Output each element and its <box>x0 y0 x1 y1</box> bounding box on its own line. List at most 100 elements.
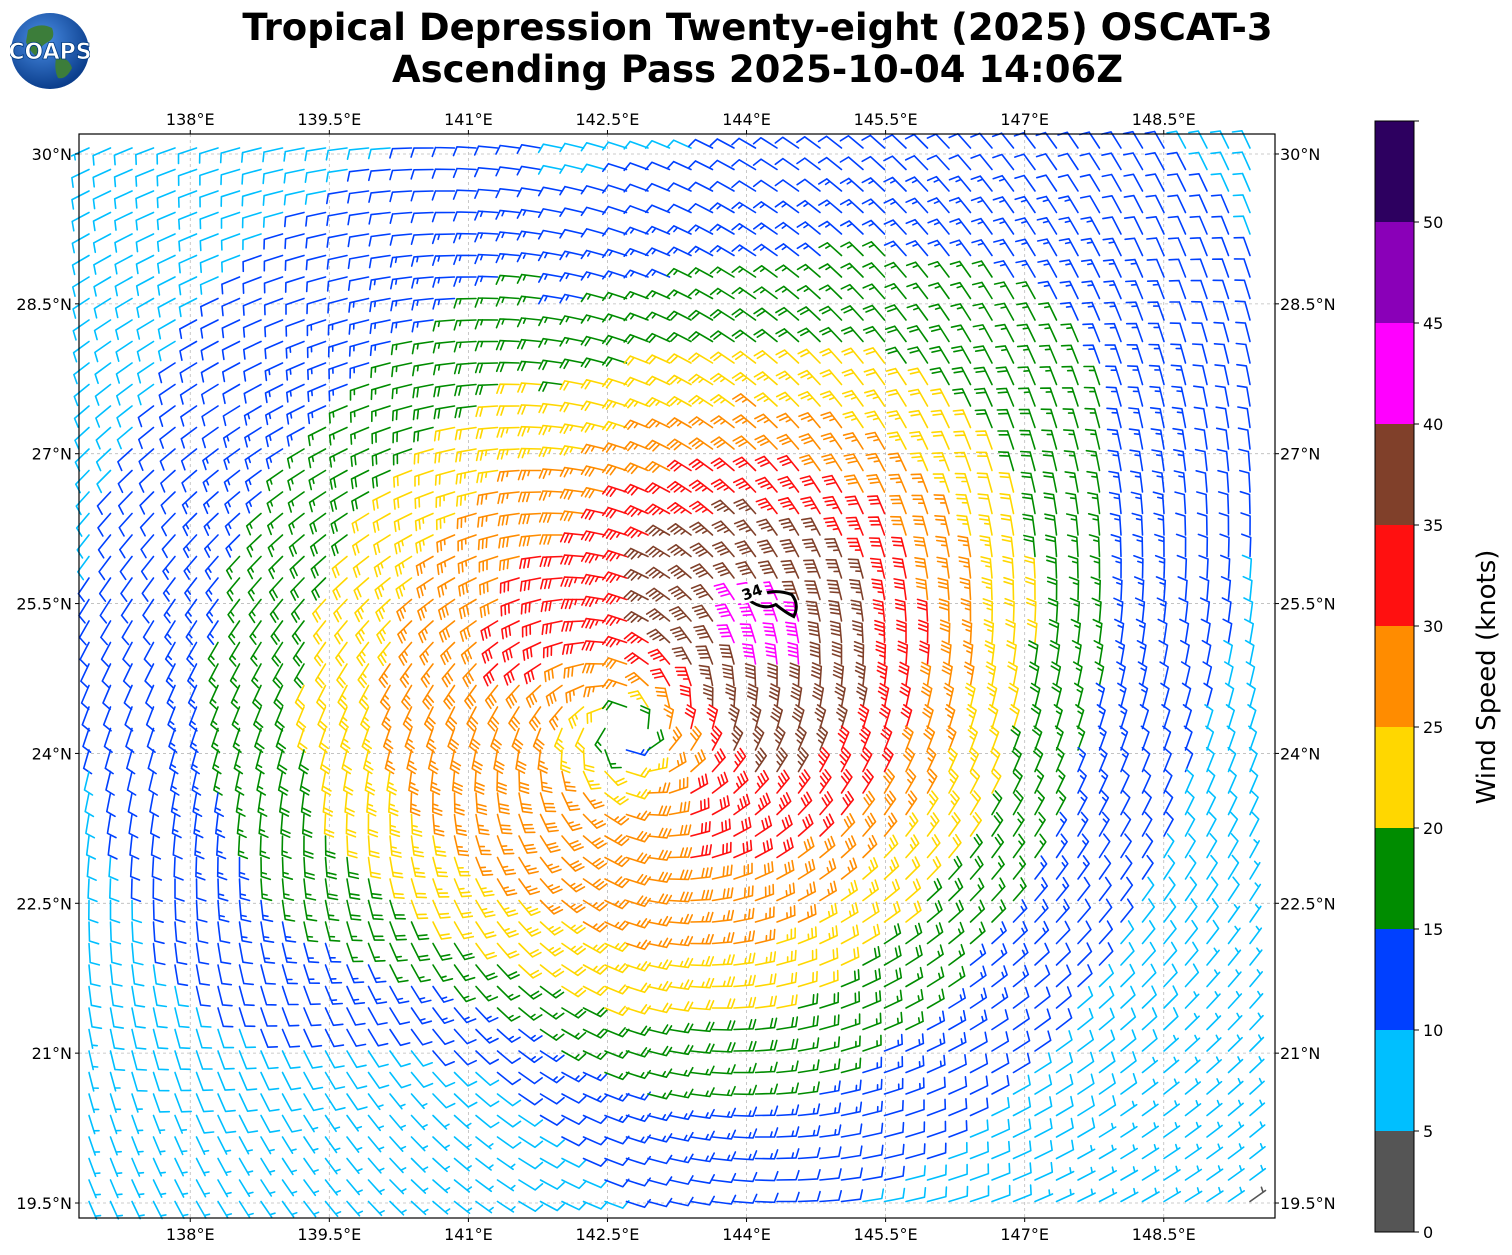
wind-barb <box>1003 576 1015 601</box>
wind-barb <box>1235 342 1251 364</box>
wind-barb <box>1057 174 1079 192</box>
wind-barb <box>948 196 972 214</box>
wind-barb <box>391 405 413 422</box>
wind-barb <box>862 241 886 257</box>
wind-barb <box>434 469 456 486</box>
wind-barb <box>390 340 413 356</box>
wind-barb <box>157 254 176 274</box>
wind-barb <box>1232 172 1251 192</box>
wind-barb <box>392 426 413 444</box>
wind-barb <box>1237 427 1251 450</box>
wind-barb <box>731 265 757 278</box>
wind-barb <box>1168 279 1187 300</box>
wind-barb <box>1126 344 1144 364</box>
wind-barb <box>623 441 649 452</box>
wind-barb <box>453 319 477 331</box>
wind-barb <box>414 512 434 532</box>
wind-barb <box>623 526 649 539</box>
wind-barb <box>1102 216 1122 235</box>
wind-barb <box>98 577 112 602</box>
wind-barb <box>667 544 692 558</box>
wind-barb <box>433 362 456 376</box>
wind-barb <box>950 281 972 300</box>
wind-barb <box>220 233 241 251</box>
wind-barb <box>623 291 649 300</box>
wind-barb <box>1153 512 1165 536</box>
wind-barb <box>269 598 284 623</box>
wind-barb <box>1189 194 1208 214</box>
wind-barb <box>98 555 112 581</box>
wind-barb <box>162 555 176 580</box>
wind-barb <box>199 168 219 186</box>
wind-barb <box>518 534 542 547</box>
wind-barb <box>184 598 198 624</box>
wind-barb <box>389 211 413 224</box>
wind-barb <box>1021 492 1036 515</box>
wind-barb <box>94 383 112 406</box>
wind-barb <box>1175 512 1187 536</box>
wind-barb <box>348 340 370 357</box>
wind-barb <box>666 246 692 257</box>
wind-barb <box>757 560 778 579</box>
wind-barb <box>688 267 714 278</box>
wind-barb <box>305 233 327 249</box>
wind-barb <box>690 584 714 601</box>
wind-barb <box>775 328 800 343</box>
wind-barb <box>283 190 305 206</box>
wind-barb <box>453 340 477 353</box>
wind-barb <box>689 521 714 536</box>
wind-barb <box>267 512 284 536</box>
wind-barb <box>72 340 90 363</box>
wind-barb <box>496 383 520 394</box>
wind-barb <box>1167 237 1187 257</box>
wind-barb <box>371 426 391 445</box>
wind-barb <box>1063 450 1079 472</box>
wind-barb <box>996 408 1015 429</box>
wind-barb <box>477 534 499 551</box>
wind-barb <box>156 233 176 252</box>
wind-barb <box>602 549 628 562</box>
wind-barb <box>1210 172 1230 192</box>
wind-barb <box>1239 469 1251 493</box>
wind-barb <box>349 405 370 423</box>
wind-barb <box>1038 344 1058 364</box>
wind-barb <box>1066 513 1079 536</box>
wind-barb <box>479 598 499 618</box>
wind-barb <box>668 585 692 601</box>
colorbar-block <box>1375 1030 1414 1131</box>
wind-barb <box>580 400 606 412</box>
wind-barb <box>994 302 1015 321</box>
wind-barb <box>1014 195 1036 214</box>
wind-barb <box>993 281 1015 300</box>
wind-barb <box>1062 408 1079 429</box>
wind-barb <box>909 452 929 472</box>
wind-barb <box>220 211 241 229</box>
wind-barb <box>1169 322 1187 343</box>
wind-barb <box>495 209 520 220</box>
wind-barb <box>431 146 456 158</box>
wind-barb <box>602 528 628 540</box>
wind-barb <box>1193 406 1208 429</box>
wind-barb <box>177 168 198 187</box>
wind-barb <box>1065 492 1079 515</box>
wind-barb <box>287 491 305 513</box>
wind-barb <box>559 228 585 239</box>
colorbar-tick-label: 5 <box>1423 1122 1433 1141</box>
wind-barb <box>928 324 950 343</box>
wind-barb <box>178 254 198 274</box>
wind-barb <box>498 555 520 572</box>
wind-barb <box>1123 194 1144 214</box>
colorbar-block <box>1375 424 1414 525</box>
wind-barb <box>160 469 176 493</box>
wind-barb <box>1046 576 1058 601</box>
wind-barb <box>756 518 778 536</box>
wind-barb <box>390 297 413 312</box>
wind-barb <box>602 485 628 497</box>
wind-barb <box>200 340 219 361</box>
wind-barb <box>1123 216 1144 235</box>
wind-barb <box>732 435 757 450</box>
wind-barb <box>731 286 757 300</box>
wind-barb <box>775 306 800 321</box>
wind-barb <box>224 491 241 514</box>
wind-barbs <box>70 130 1267 1220</box>
